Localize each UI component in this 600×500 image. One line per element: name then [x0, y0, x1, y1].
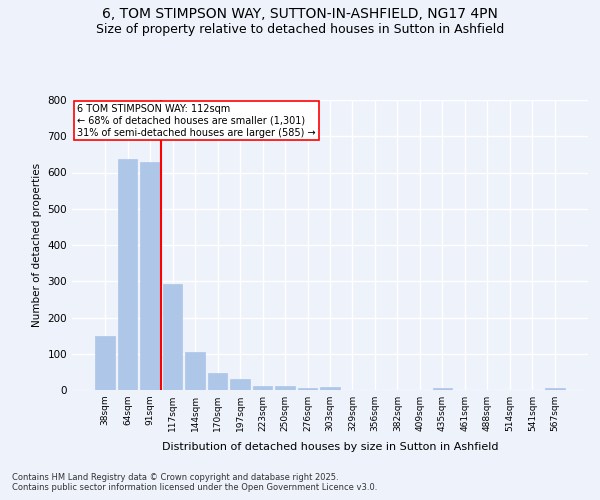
Text: Contains HM Land Registry data © Crown copyright and database right 2025.: Contains HM Land Registry data © Crown c…: [12, 472, 338, 482]
Bar: [185, 352, 205, 390]
Bar: [545, 388, 565, 390]
Bar: [95, 336, 115, 390]
Bar: [140, 162, 160, 390]
Bar: [230, 379, 250, 390]
Bar: [118, 158, 137, 390]
Bar: [433, 388, 452, 390]
Text: Contains public sector information licensed under the Open Government Licence v3: Contains public sector information licen…: [12, 484, 377, 492]
Bar: [298, 388, 317, 390]
Text: Distribution of detached houses by size in Sutton in Ashfield: Distribution of detached houses by size …: [162, 442, 498, 452]
Bar: [320, 387, 340, 390]
Bar: [208, 373, 227, 390]
Text: 6 TOM STIMPSON WAY: 112sqm
← 68% of detached houses are smaller (1,301)
31% of s: 6 TOM STIMPSON WAY: 112sqm ← 68% of deta…: [77, 104, 316, 138]
Bar: [275, 386, 295, 390]
Bar: [253, 386, 272, 390]
Text: Size of property relative to detached houses in Sutton in Ashfield: Size of property relative to detached ho…: [96, 22, 504, 36]
Bar: [163, 284, 182, 390]
Y-axis label: Number of detached properties: Number of detached properties: [32, 163, 42, 327]
Text: 6, TOM STIMPSON WAY, SUTTON-IN-ASHFIELD, NG17 4PN: 6, TOM STIMPSON WAY, SUTTON-IN-ASHFIELD,…: [102, 8, 498, 22]
